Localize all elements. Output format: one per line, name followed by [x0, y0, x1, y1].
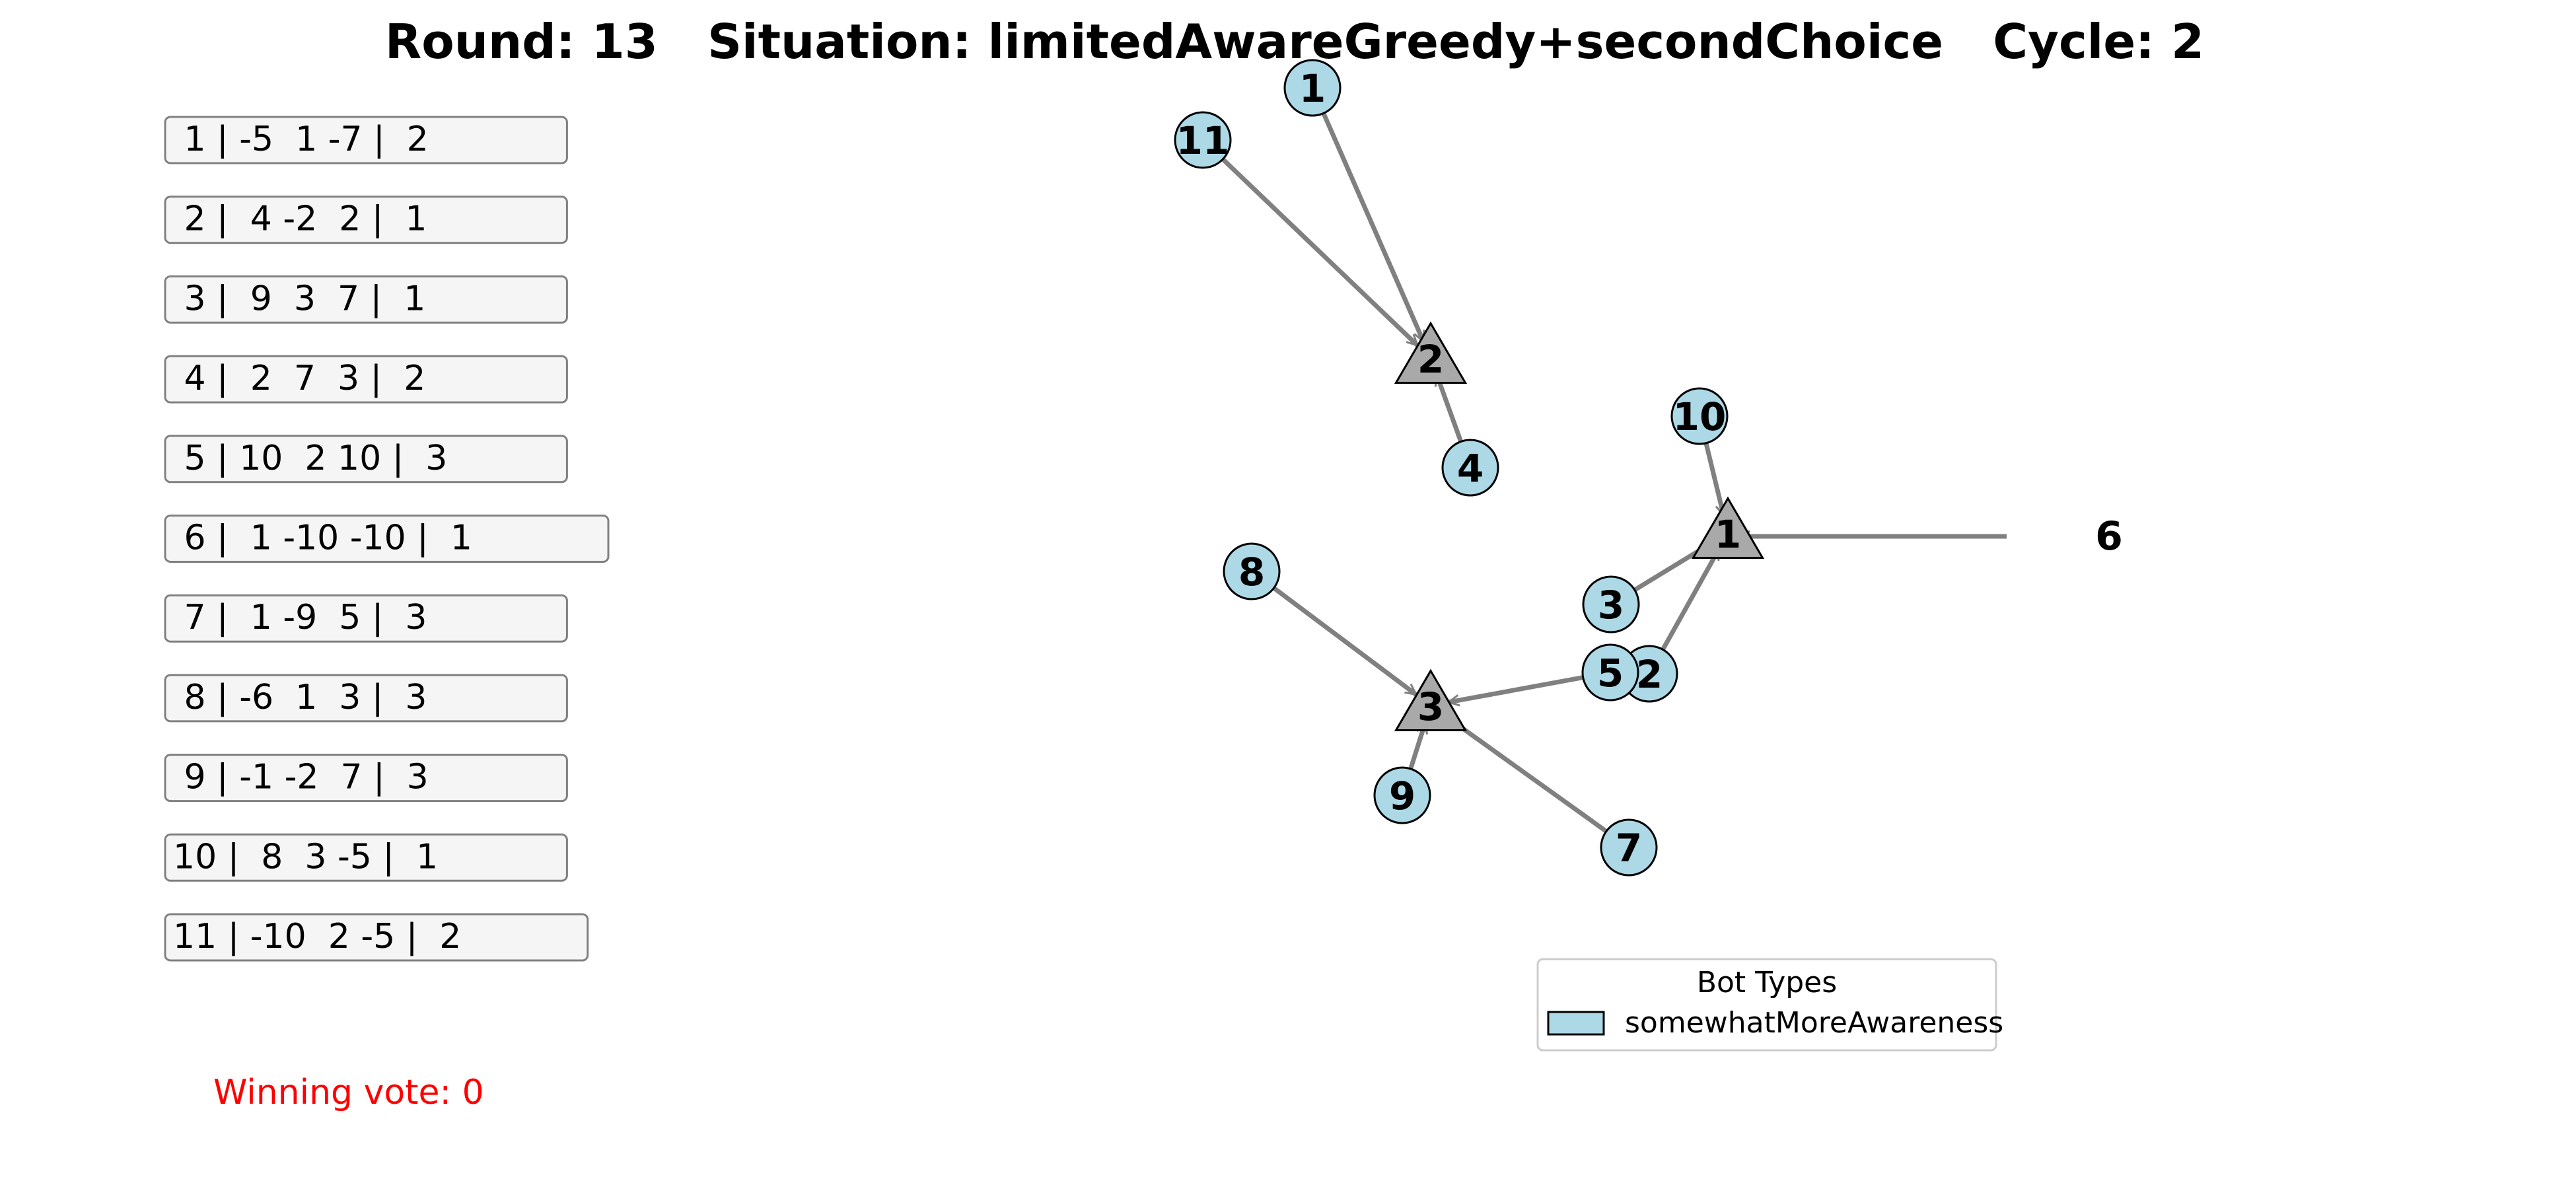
voter-circle — [1174, 111, 1232, 169]
preference-row-text: 3 | 9 3 7 | 1 — [173, 279, 425, 318]
preference-row: 2 | 4 -2 2 | 1 — [164, 196, 568, 244]
voter-label: 7 — [1616, 826, 1642, 871]
vote-edge-4-to-2 — [1437, 375, 1464, 443]
preference-row-box — [164, 913, 589, 962]
voter-label: 2 — [1636, 652, 1663, 697]
preference-row: 8 | -6 1 3 | 3 — [164, 674, 568, 723]
preference-row-box — [164, 275, 568, 324]
preference-row: 9 | -1 -2 7 | 3 — [164, 754, 568, 803]
preference-row-box — [164, 435, 568, 484]
voter-label: 4 — [1457, 446, 1484, 491]
preference-row-text: 2 | 4 -2 2 | 1 — [173, 199, 427, 239]
vote-edge-5-to-3 — [1449, 675, 1584, 702]
voter-circle — [1283, 59, 1342, 117]
preference-row: 11 | -10 2 -5 | 2 — [164, 913, 589, 962]
voter-9: 9 — [1373, 766, 1431, 824]
preference-row: 4 | 2 7 3 | 2 — [164, 355, 568, 404]
preference-row-box — [164, 833, 568, 882]
voter-label: 5 — [1597, 651, 1624, 696]
voter-label: 11 — [1176, 118, 1230, 163]
voter-1: 1 — [1283, 59, 1342, 117]
candidate-nodes: 2 1 3 — [1394, 321, 1765, 731]
preference-row-text: 6 | 1 -10 -10 | 1 — [173, 519, 472, 558]
legend: Bot Types somewhatMoreAwareness — [1536, 958, 2003, 1052]
voter-circle — [1582, 575, 1640, 633]
voter-label: 9 — [1389, 774, 1415, 818]
preference-row: 5 | 10 2 10 | 3 — [164, 435, 568, 484]
preference-row: 10 | 8 3 -5 | 1 — [164, 833, 568, 882]
voter-label: 3 — [1598, 583, 1624, 628]
voter-circle — [1670, 387, 1729, 445]
preference-row-box — [164, 515, 610, 563]
candidate-label: 1 — [1715, 512, 1741, 557]
preference-row: 3 | 9 3 7 | 1 — [164, 275, 568, 324]
voter-circle — [1581, 643, 1639, 702]
voter-circle — [1441, 439, 1499, 497]
vote-edge-8-to-3 — [1272, 586, 1416, 697]
preference-row-text: 1 | -5 1 -7 | 2 — [173, 120, 429, 159]
voter-6-label: 6 — [2095, 513, 2123, 559]
legend-title: Bot Types — [1697, 966, 1837, 999]
voter-circle — [1373, 766, 1431, 824]
voter-circle — [1223, 542, 1281, 600]
preference-row-box — [164, 196, 568, 244]
voter-11: 11 — [1174, 111, 1232, 169]
voter-5: 5 — [1581, 643, 1639, 702]
voter-10: 10 — [1670, 387, 1729, 445]
preference-row-text: 10 | 8 3 -5 | 1 — [173, 837, 438, 877]
vote-edge-2-to-1 — [1661, 549, 1721, 651]
preference-row-box — [164, 674, 568, 723]
vote-edge-1-to-2 — [1321, 112, 1426, 341]
preference-row-text: 5 | 10 2 10 | 3 — [173, 439, 447, 478]
candidate-1: 1 — [1691, 496, 1765, 559]
vote-edge-7-to-3 — [1445, 714, 1608, 834]
vote-edges — [1221, 112, 2007, 834]
legend-frame — [1536, 958, 1997, 1052]
preference-row-box — [164, 355, 568, 404]
candidate-2: 2 — [1394, 321, 1468, 384]
candidate-triangle — [1394, 668, 1468, 731]
voter-label: 1 — [1299, 66, 1326, 111]
voter-3: 3 — [1582, 575, 1640, 633]
voter-8: 8 — [1223, 542, 1281, 600]
preference-row: 6 | 1 -10 -10 | 1 — [164, 515, 610, 563]
preference-row-text: 11 | -10 2 -5 | 2 — [173, 917, 461, 956]
preference-row: 1 | -5 1 -7 | 2 — [164, 116, 568, 164]
voter-circle — [1600, 818, 1658, 877]
vote-edge-11-to-2 — [1221, 157, 1417, 347]
candidate-triangle — [1691, 496, 1765, 559]
figure-title: Round: 13 Situation: limitedAwareGreedy+… — [385, 14, 2204, 69]
legend-swatch — [1547, 1011, 1605, 1036]
voter-label: 10 — [1673, 394, 1727, 439]
preference-row-box — [164, 594, 568, 643]
voter-4: 4 — [1441, 439, 1499, 497]
voter-7: 7 — [1600, 818, 1658, 877]
preference-row-text: 8 | -6 1 3 | 3 — [173, 678, 427, 717]
candidate-3: 3 — [1394, 668, 1468, 731]
preference-row-box — [164, 754, 568, 803]
winning-vote-label: Winning vote: 0 — [213, 1073, 484, 1112]
candidate-triangle — [1394, 321, 1468, 384]
candidate-label: 2 — [1417, 337, 1444, 382]
legend-item-label: somewhatMoreAwareness — [1625, 1006, 2003, 1040]
preference-row-text: 4 | 2 7 3 | 2 — [173, 359, 425, 398]
preference-row-text: 7 | 1 -9 5 | 3 — [173, 598, 427, 637]
preference-table: 1 | -5 1 -7 | 2 2 | 4 -2 2 | 1 3 | 9 3 7… — [164, 116, 610, 962]
voter-label: 8 — [1238, 550, 1265, 594]
preference-row-text: 9 | -1 -2 7 | 3 — [173, 758, 429, 797]
preference-row: 7 | 1 -9 5 | 3 — [164, 594, 568, 643]
vote-edge-10-to-1 — [1703, 442, 1724, 515]
preference-row-box — [164, 116, 568, 164]
candidate-label: 3 — [1417, 684, 1444, 729]
